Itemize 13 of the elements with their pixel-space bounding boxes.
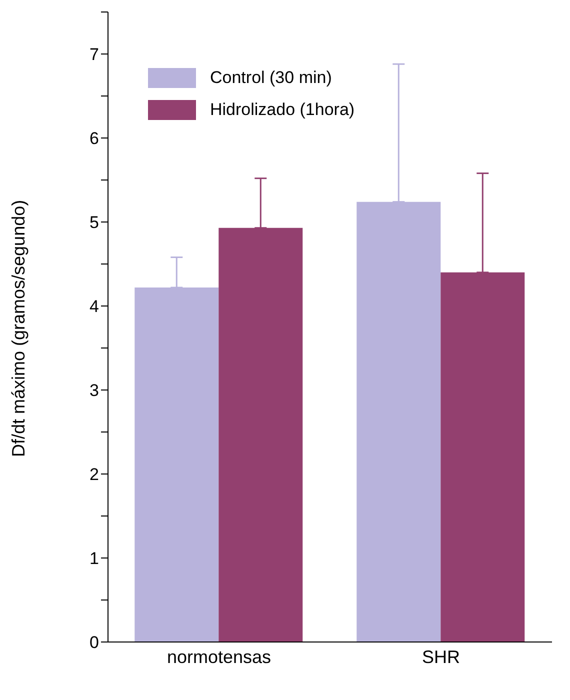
- y-tick-label: 1: [90, 549, 99, 568]
- y-tick-label: 7: [90, 45, 99, 64]
- x-tick-label: SHR: [422, 646, 460, 667]
- legend-label: Hidrolizado (1hora): [210, 100, 355, 120]
- y-tick-label: 2: [90, 465, 99, 484]
- y-axis-title: Df/dt máximo (gramos/segundo): [8, 200, 28, 457]
- y-tick-label: 5: [90, 213, 99, 232]
- y-tick-label: 0: [90, 633, 99, 652]
- y-tick-label: 6: [90, 129, 99, 148]
- y-tick-label: 4: [90, 297, 99, 316]
- x-tick-label: normotensas: [166, 646, 272, 667]
- legend-label: Control (30 min): [210, 68, 332, 88]
- y-tick-label: 3: [90, 381, 99, 400]
